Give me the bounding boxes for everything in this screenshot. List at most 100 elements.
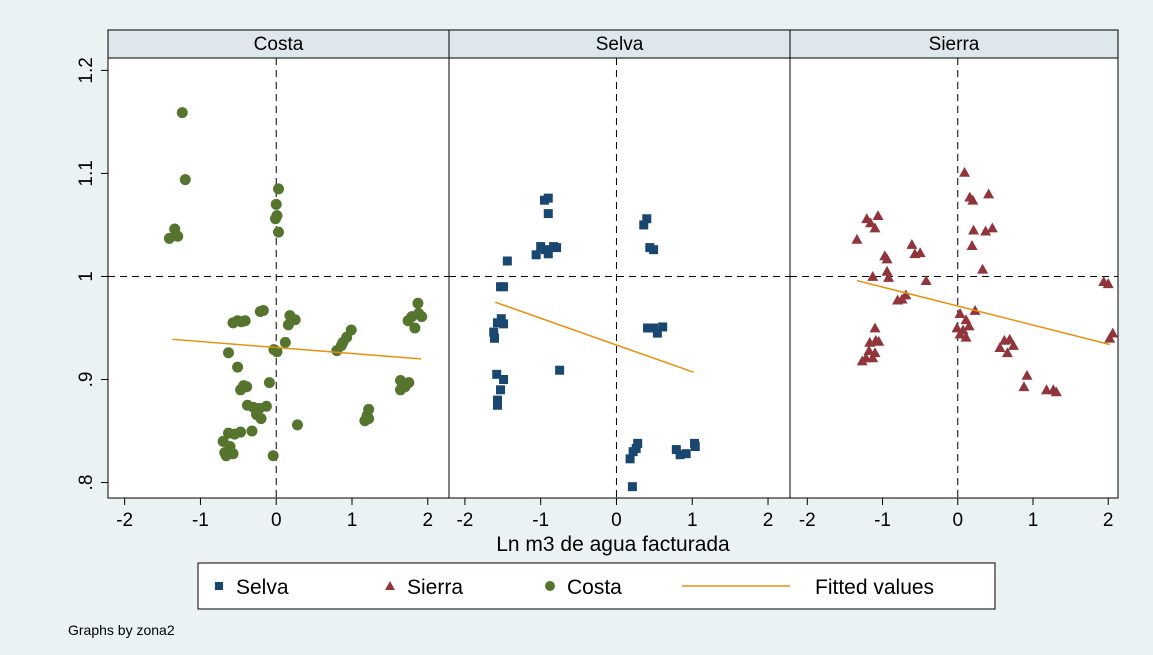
point [881,265,893,276]
point [851,233,863,244]
note: Graphs by zona2 [68,622,175,638]
point [986,222,998,233]
y-tick-label: 1 [76,271,97,282]
point [269,213,281,225]
point [649,323,659,333]
point [499,374,509,384]
point [536,242,546,252]
plot-region [108,30,1118,498]
point [395,384,407,396]
point [983,188,995,199]
point [873,335,885,346]
point [881,253,893,264]
point [492,395,502,405]
x-tick-label: -2 [456,510,473,531]
legend-marker [385,581,395,590]
point [331,345,343,357]
x-tick-label: 0 [611,510,622,531]
x-tick-label: -2 [799,510,816,531]
panel-header [789,29,1119,59]
point [994,342,1006,352]
point [892,294,904,305]
x-tick-label: -1 [874,510,891,531]
x-tick-label: -1 [532,510,549,531]
point [555,365,565,375]
point [963,320,975,331]
legend-label: Selva [236,576,289,599]
point [496,385,506,395]
point [642,214,652,224]
point [671,445,681,455]
point [1050,386,1062,397]
point [867,270,879,281]
point [954,328,966,339]
legend-marker [214,581,224,591]
legend-box [197,562,996,610]
point [1001,347,1013,358]
x-tick-label: 1 [687,510,698,531]
point [220,450,232,462]
point [872,210,884,221]
point [966,240,978,250]
legend-label: Sierra [407,576,463,599]
fitted-line [172,338,422,360]
point [531,250,541,260]
point [652,328,662,338]
point [1104,332,1116,343]
legend-label: Fitted values [815,576,934,599]
point [412,297,424,309]
point [246,425,258,437]
point [543,209,553,219]
panel-title: Costa [254,34,304,55]
point [502,256,512,266]
point [260,400,272,412]
x-tick-label: -1 [192,510,209,531]
panel-frame [789,57,1119,499]
x-tick-label: 2 [1103,510,1114,531]
point [681,449,691,459]
point [222,427,234,439]
point [628,447,638,457]
fitted-line [494,301,695,373]
point [270,198,282,210]
x-tick-label: 1 [347,510,358,531]
point [552,243,562,253]
point [920,275,932,285]
point [869,322,881,333]
point [232,361,244,373]
point [273,226,284,238]
x-tick-label: 0 [271,510,282,531]
panel-title: Sierra [929,34,980,55]
point [268,344,280,356]
point [1021,369,1033,380]
point [906,239,918,249]
point [960,331,972,342]
point [639,220,649,230]
point [416,311,428,323]
x-tick-label: -2 [116,510,133,531]
point [980,225,992,236]
point [402,315,414,327]
point [499,282,509,292]
point [179,174,191,186]
point [1007,339,1019,350]
y-tick-label: .9 [76,372,97,388]
legend-label: Costa [567,576,622,599]
panel-title: Selva [596,34,644,55]
point [239,315,251,327]
point [222,347,234,359]
x-tick-label: 2 [763,510,774,531]
point [492,318,502,328]
point [649,245,659,255]
point [409,322,421,334]
point [954,308,966,318]
point [863,345,875,356]
point [914,247,926,258]
point [643,323,653,333]
point [241,381,253,393]
point [499,319,509,329]
point [864,217,876,228]
point [1018,381,1030,392]
